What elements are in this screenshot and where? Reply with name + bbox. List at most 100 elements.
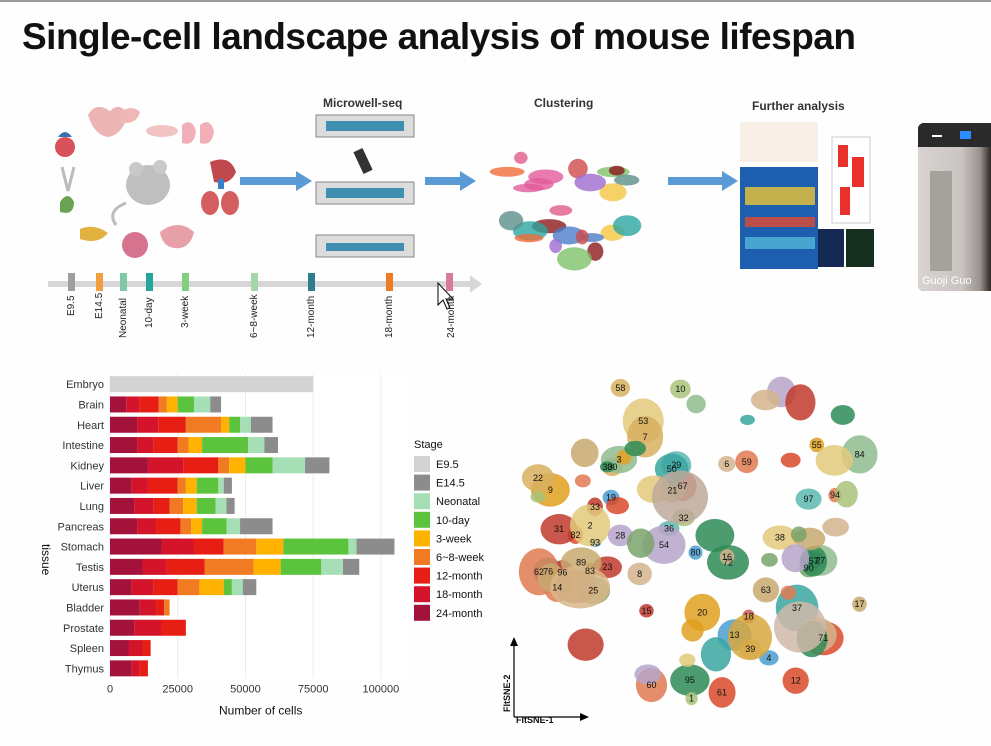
y-tick-label: Thymus xyxy=(65,663,105,675)
x-tick-label: 25000 xyxy=(162,684,193,696)
y-tick-label: Brain xyxy=(78,399,104,411)
bar-segment xyxy=(226,498,234,514)
bar-segment xyxy=(161,620,185,636)
bar-segment xyxy=(210,396,221,412)
cluster-label: 33 xyxy=(590,502,600,512)
cluster-blob xyxy=(740,415,755,425)
bar-segment xyxy=(156,599,164,615)
cluster-label: 36 xyxy=(664,524,674,534)
heatmap-icon xyxy=(740,122,874,269)
cluster-dot xyxy=(549,205,572,216)
cluster-label: 94 xyxy=(830,490,840,500)
bar-segment xyxy=(357,539,395,555)
cluster-label: 97 xyxy=(804,494,814,504)
cluster-dot xyxy=(613,215,641,236)
bar-segment xyxy=(110,640,129,656)
pipeline-arrow-icon xyxy=(240,171,312,191)
microwell-chip-icon xyxy=(316,115,414,257)
bar-segment xyxy=(110,376,313,392)
maximize-icon[interactable] xyxy=(960,131,971,139)
cluster-dot xyxy=(499,211,523,230)
bar-segment xyxy=(110,599,140,615)
bar-segment xyxy=(283,539,348,555)
cluster-label: 55 xyxy=(812,440,822,450)
bar-segment xyxy=(164,599,169,615)
video-tile[interactable]: Guoji Guo xyxy=(918,123,991,291)
y-tick-label: Liver xyxy=(80,481,104,493)
cluster-label: 84 xyxy=(855,449,865,459)
minimize-icon[interactable] xyxy=(932,135,942,137)
cluster-blob xyxy=(781,453,801,468)
cluster-label: 83 xyxy=(585,566,595,576)
bar-segment xyxy=(264,437,278,453)
bar-segment xyxy=(178,396,194,412)
bar-segment xyxy=(243,579,257,595)
bar-segment xyxy=(224,579,232,595)
bar-segment xyxy=(197,498,216,514)
cluster-label: 93 xyxy=(590,538,600,548)
bar-segment xyxy=(178,579,200,595)
legend-label: 6~8-week xyxy=(436,552,485,564)
bar-segment xyxy=(180,518,191,534)
cluster-label: 1 xyxy=(689,694,694,704)
bar-segment xyxy=(129,640,143,656)
bar-segment xyxy=(110,660,132,676)
tsne-ylabel: FItSNE-2 xyxy=(502,674,512,712)
cluster-label: 28 xyxy=(615,530,625,540)
cluster-label: 10 xyxy=(675,384,685,394)
bar-segment xyxy=(183,457,218,473)
y-tick-label: Lung xyxy=(80,501,104,513)
x-tick-label: 75000 xyxy=(298,684,329,696)
cluster-blob xyxy=(751,390,780,411)
bar-segment xyxy=(248,437,264,453)
bar-segment xyxy=(202,518,226,534)
legend-swatch xyxy=(414,456,430,472)
bar-segment xyxy=(251,417,273,433)
cluster-label: 82 xyxy=(570,530,580,540)
bar-segment xyxy=(186,478,197,494)
cluster-blob xyxy=(791,527,807,543)
bar-segment xyxy=(156,518,180,534)
bar-segment xyxy=(226,518,240,534)
bar-segment xyxy=(110,457,148,473)
cluster-blob xyxy=(530,491,545,502)
bar-segment xyxy=(273,457,306,473)
organ-ring-icon xyxy=(55,107,239,258)
bar-segment xyxy=(153,498,169,514)
cluster-label: 50 xyxy=(667,464,677,474)
cluster-label: 60 xyxy=(646,680,656,690)
cluster-label: 54 xyxy=(659,540,669,550)
cluster-dot xyxy=(576,230,589,245)
legend-swatch xyxy=(414,493,430,509)
cluster-blob xyxy=(627,528,654,557)
bar-segment xyxy=(240,518,273,534)
cluster-blob xyxy=(681,619,703,642)
bar-segment xyxy=(224,539,257,555)
bar-segment xyxy=(321,559,343,575)
bar-segment xyxy=(197,478,219,494)
bar-segment xyxy=(134,620,161,636)
cluster-label: 58 xyxy=(615,383,625,393)
cluster-dot xyxy=(574,174,606,192)
bar-segment xyxy=(194,539,224,555)
cluster-label: 7 xyxy=(643,432,648,442)
cluster-dot xyxy=(549,239,562,253)
legend-label: E14.5 xyxy=(436,478,465,490)
y-tick-label: Testis xyxy=(76,562,105,574)
cluster-label: 3 xyxy=(616,455,621,465)
bar-segment xyxy=(178,437,189,453)
timeline-label: 12-month xyxy=(306,296,317,338)
cluster-blob xyxy=(624,441,646,456)
cluster-blob xyxy=(822,518,849,537)
y-tick-label: Prostate xyxy=(63,623,104,635)
cluster-blob xyxy=(571,439,599,467)
bar-segment xyxy=(189,437,203,453)
cluster-blob xyxy=(785,384,815,420)
cluster-label: 14 xyxy=(552,583,562,593)
y-tick-label: Kidney xyxy=(70,460,104,472)
bar-segment xyxy=(110,498,134,514)
y-tick-label: Stomach xyxy=(61,542,104,554)
doorway-shape xyxy=(930,171,952,271)
cluster-dot xyxy=(514,234,543,242)
bar-segment xyxy=(134,498,153,514)
